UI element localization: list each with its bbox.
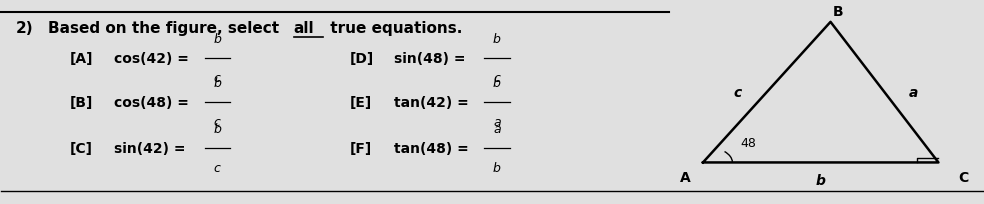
Text: cos(48) =: cos(48) =	[114, 96, 194, 110]
Text: b: b	[493, 162, 501, 175]
Text: [B]: [B]	[70, 96, 93, 110]
Text: Based on the figure, select: Based on the figure, select	[48, 21, 284, 36]
Text: a: a	[493, 116, 501, 129]
Text: b: b	[214, 77, 221, 90]
Text: b: b	[214, 123, 221, 136]
Text: c: c	[214, 162, 220, 175]
Text: b: b	[214, 33, 221, 46]
Text: B: B	[833, 5, 843, 19]
Text: b: b	[493, 77, 501, 90]
Text: [A]: [A]	[70, 52, 93, 66]
Text: a: a	[493, 123, 501, 136]
Text: a: a	[909, 86, 918, 100]
Text: true equations.: true equations.	[325, 21, 462, 36]
Text: tan(42) =: tan(42) =	[394, 96, 473, 110]
Text: sin(42) =: sin(42) =	[114, 142, 191, 156]
Text: [E]: [E]	[349, 96, 372, 110]
Text: C: C	[958, 171, 968, 185]
Text: b: b	[816, 174, 826, 187]
Text: b: b	[493, 33, 501, 46]
Text: tan(48) =: tan(48) =	[394, 142, 473, 156]
Text: [C]: [C]	[70, 142, 93, 156]
Text: 2): 2)	[16, 21, 33, 36]
Text: c: c	[214, 72, 220, 85]
Text: c: c	[214, 116, 220, 129]
Text: cos(42) =: cos(42) =	[114, 52, 194, 66]
Text: c: c	[734, 86, 742, 100]
Text: c: c	[493, 72, 500, 85]
Text: 48: 48	[740, 136, 756, 149]
Text: [F]: [F]	[349, 142, 372, 156]
Text: all: all	[294, 21, 315, 36]
Text: A: A	[680, 171, 691, 185]
Text: sin(48) =: sin(48) =	[394, 52, 470, 66]
Text: [D]: [D]	[349, 52, 374, 66]
